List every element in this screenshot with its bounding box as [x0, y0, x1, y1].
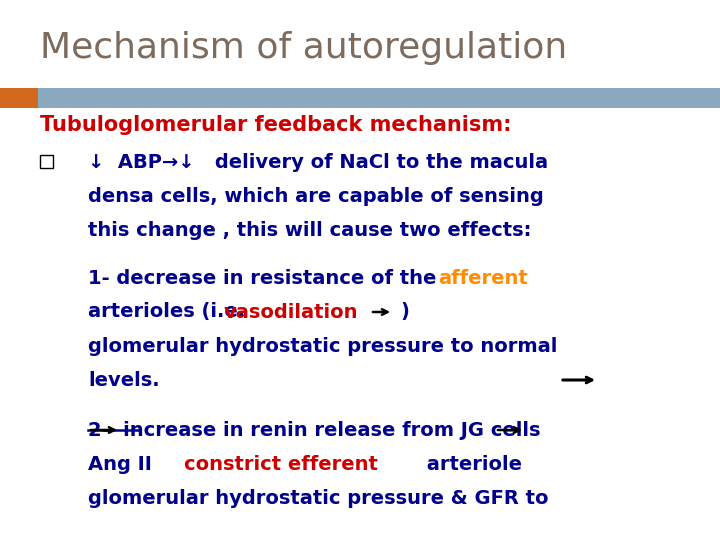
Text: this change , this will cause two effects:: this change , this will cause two effect… [88, 220, 531, 240]
Text: constrict efferent: constrict efferent [184, 455, 378, 474]
Bar [0, 88, 38, 108]
Text: arterioles (i.e.: arterioles (i.e. [88, 302, 252, 321]
Text: levels.: levels. [88, 370, 160, 389]
Text: Tubuloglomerular feedback mechanism:: Tubuloglomerular feedback mechanism: [40, 115, 511, 135]
Text: Mechanism of autoregulation: Mechanism of autoregulation [40, 31, 567, 65]
Text: Ang II: Ang II [88, 455, 199, 474]
Text: vasodilation: vasodilation [224, 302, 359, 321]
Bar [38, 88, 720, 108]
Text: ↓  ABP→↓   delivery of NaCl to the macula: ↓ ABP→↓ delivery of NaCl to the macula [88, 152, 548, 172]
Text: glomerular hydrostatic pressure & GFR to: glomerular hydrostatic pressure & GFR to [88, 489, 549, 508]
Text: 1- decrease in resistance of the: 1- decrease in resistance of the [88, 268, 443, 287]
Text: glomerular hydrostatic pressure to normal: glomerular hydrostatic pressure to norma… [88, 336, 557, 355]
Text: densa cells, which are capable of sensing: densa cells, which are capable of sensin… [88, 186, 544, 206]
Bar [40, 155, 53, 168]
Text: 2-  increase in renin release from JG cells: 2- increase in renin release from JG cel… [88, 421, 541, 440]
Text: afferent: afferent [438, 268, 528, 287]
Text: ): ) [400, 302, 409, 321]
Text: arteriole: arteriole [420, 455, 522, 474]
